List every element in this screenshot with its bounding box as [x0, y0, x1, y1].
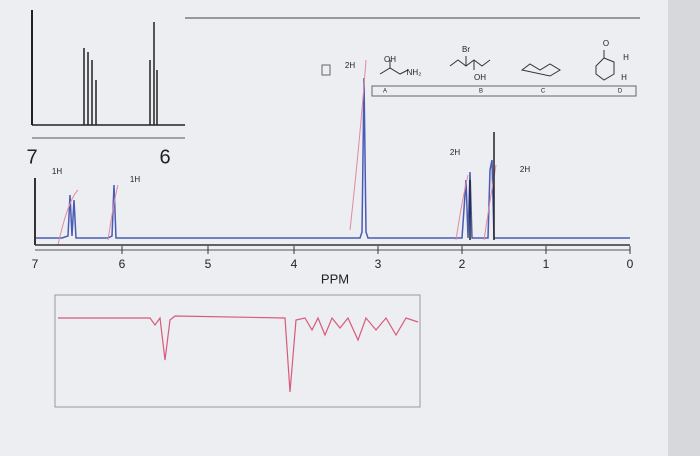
ir-spectrum — [54, 294, 421, 408]
structure-box — [371, 85, 637, 97]
x-tick-label: 0 — [627, 257, 634, 271]
x-tick-label: 4 — [291, 257, 298, 271]
atom-label: OH — [474, 73, 486, 82]
structure-label: C — [541, 89, 546, 95]
atom-label: O — [603, 39, 609, 48]
integration-label: 1H — [52, 167, 62, 176]
atom-label: OH — [384, 55, 396, 64]
integration-label: 2H — [520, 165, 530, 174]
structure-drawings — [379, 50, 615, 81]
checkbox[interactable] — [321, 64, 331, 76]
spectrum — [34, 59, 631, 254]
structure-label: A — [383, 89, 387, 95]
x-tick-label: 5 — [205, 257, 212, 271]
inset-axis-label: 6 — [159, 146, 170, 168]
structure-label: D — [618, 89, 623, 95]
integration-label: 1H — [130, 175, 140, 184]
integration-label: 2H — [345, 61, 355, 70]
atom-label: H — [623, 53, 629, 62]
screen-edge — [668, 0, 700, 456]
inset-axis-label: 7 — [26, 146, 37, 168]
x-tick-label: 3 — [375, 257, 382, 271]
x-tick-label: 1 — [543, 257, 550, 271]
integration-label: 2H — [450, 148, 460, 157]
x-tick-label: 6 — [119, 257, 126, 271]
x-axis-label: PPM — [321, 271, 349, 286]
atom-label: Br — [462, 45, 470, 54]
atom-label: H — [621, 73, 627, 82]
inset — [31, 10, 185, 139]
x-tick-label: 7 — [32, 257, 39, 271]
x-tick-label: 2 — [459, 257, 466, 271]
atom-label: NH₂ — [407, 68, 422, 77]
structure-label: B — [479, 89, 483, 95]
